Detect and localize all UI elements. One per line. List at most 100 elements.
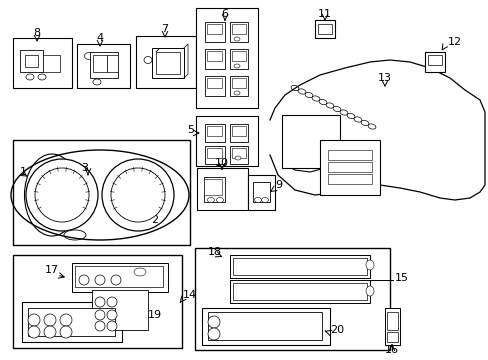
Bar <box>327 162 371 172</box>
Circle shape <box>79 275 89 285</box>
Text: 6: 6 <box>221 9 228 19</box>
Bar <box>231 126 245 136</box>
Text: 15: 15 <box>394 273 408 283</box>
Ellipse shape <box>102 159 174 231</box>
Bar <box>107 55 118 72</box>
Bar <box>22 302 122 342</box>
Text: 20: 20 <box>329 325 344 335</box>
Ellipse shape <box>234 91 240 95</box>
Bar <box>72 263 168 292</box>
Ellipse shape <box>365 286 373 296</box>
Text: 3: 3 <box>81 163 88 173</box>
Ellipse shape <box>207 198 214 202</box>
Bar <box>13 38 72 88</box>
Ellipse shape <box>64 230 86 240</box>
Ellipse shape <box>111 168 164 222</box>
Ellipse shape <box>234 37 240 41</box>
Ellipse shape <box>26 74 34 80</box>
Circle shape <box>95 275 105 285</box>
Text: 11: 11 <box>317 9 331 19</box>
Bar <box>206 51 222 61</box>
Ellipse shape <box>24 154 80 236</box>
Bar <box>247 175 274 210</box>
Bar <box>204 124 224 142</box>
Ellipse shape <box>35 168 89 222</box>
Bar <box>229 76 247 96</box>
Text: 8: 8 <box>33 28 41 38</box>
Bar <box>207 312 321 340</box>
Bar <box>427 55 441 65</box>
Bar <box>424 52 444 72</box>
Bar <box>195 248 389 350</box>
Bar <box>25 55 38 67</box>
Ellipse shape <box>84 53 93 59</box>
Bar <box>136 36 196 88</box>
Text: 5: 5 <box>187 125 194 135</box>
Bar <box>203 179 222 195</box>
Bar <box>43 55 60 72</box>
Circle shape <box>111 275 121 285</box>
Circle shape <box>44 314 56 326</box>
Circle shape <box>28 314 40 326</box>
Circle shape <box>95 310 105 320</box>
Bar <box>229 255 369 278</box>
Bar <box>229 280 369 303</box>
Ellipse shape <box>261 198 268 202</box>
Bar <box>232 283 366 300</box>
Circle shape <box>44 326 56 338</box>
Bar <box>319 140 379 195</box>
Text: 14: 14 <box>183 290 197 300</box>
Bar <box>314 20 334 38</box>
Bar <box>77 44 130 88</box>
Circle shape <box>107 297 117 307</box>
Bar <box>282 115 339 168</box>
Bar <box>327 174 371 184</box>
Bar <box>229 22 247 42</box>
Bar <box>232 258 366 275</box>
Bar <box>386 312 397 330</box>
Bar <box>231 78 245 88</box>
Bar <box>152 48 183 78</box>
Text: 13: 13 <box>377 73 391 83</box>
Bar <box>204 146 224 164</box>
Bar <box>197 168 247 210</box>
Bar <box>203 177 224 202</box>
Bar <box>317 24 331 34</box>
Text: 16: 16 <box>384 345 398 355</box>
Bar <box>384 308 399 345</box>
Bar <box>196 8 258 108</box>
Circle shape <box>60 326 72 338</box>
Text: 19: 19 <box>148 310 162 320</box>
Bar <box>13 140 190 245</box>
Text: 4: 4 <box>96 33 103 43</box>
Bar <box>206 78 222 88</box>
Bar <box>229 124 247 142</box>
Text: 18: 18 <box>207 247 222 257</box>
Bar <box>13 255 182 348</box>
Bar <box>206 126 222 136</box>
Bar <box>156 52 180 74</box>
Bar <box>229 49 247 69</box>
Circle shape <box>207 328 220 340</box>
Ellipse shape <box>134 268 146 276</box>
Circle shape <box>107 310 117 320</box>
Ellipse shape <box>235 156 241 160</box>
Bar <box>231 24 245 34</box>
Circle shape <box>28 326 40 338</box>
Text: 9: 9 <box>274 180 282 190</box>
Ellipse shape <box>26 159 98 231</box>
Circle shape <box>95 297 105 307</box>
Text: 7: 7 <box>161 24 168 34</box>
Bar <box>92 290 148 330</box>
Bar <box>231 148 245 158</box>
Bar <box>231 51 245 61</box>
Bar <box>28 308 115 336</box>
Ellipse shape <box>93 79 101 85</box>
Text: 1: 1 <box>20 167 27 177</box>
Circle shape <box>207 316 220 328</box>
Bar <box>20 50 43 72</box>
Circle shape <box>107 321 117 331</box>
Bar <box>206 24 222 34</box>
Bar <box>229 146 247 164</box>
Bar <box>386 332 397 342</box>
